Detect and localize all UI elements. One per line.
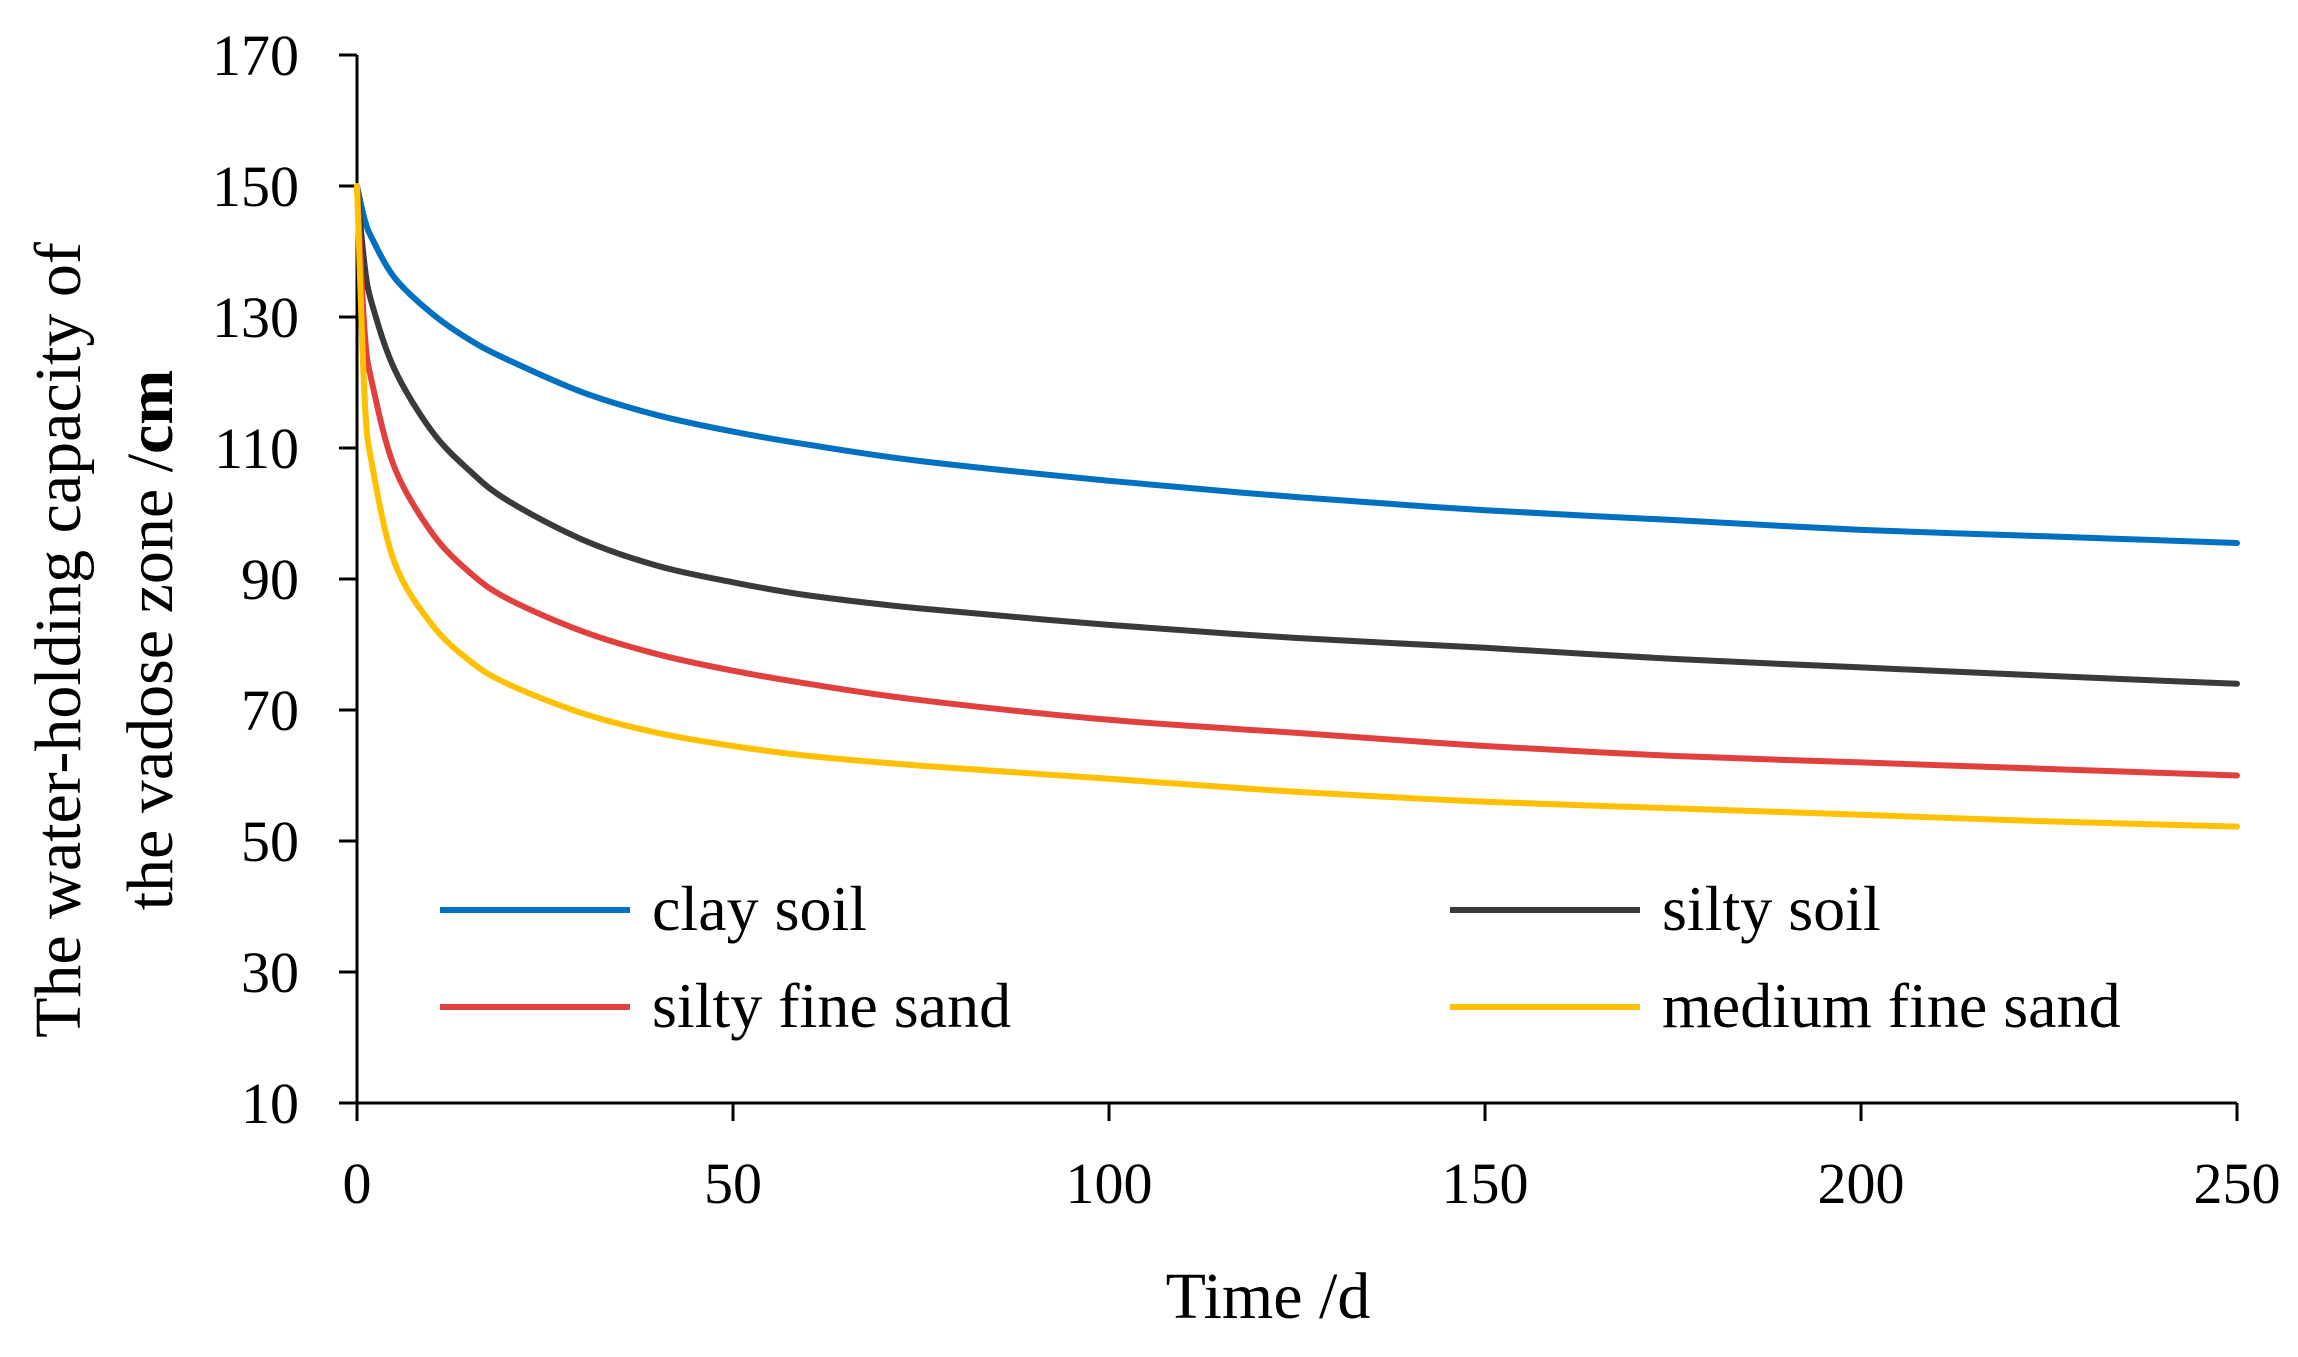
legend-label-medium-fine-sand: medium fine sand bbox=[1662, 970, 2121, 1041]
series-line-silty-fine-sand bbox=[354, 183, 2240, 779]
y-tick-label: 170 bbox=[212, 23, 299, 88]
y-tick-label: 50 bbox=[241, 809, 299, 874]
x-tick-label: 100 bbox=[1066, 1151, 1153, 1216]
y-axis-title-line-1: The water-holding capacity of bbox=[22, 242, 95, 1038]
x-axis-title: Time /d bbox=[1166, 1260, 1371, 1333]
y-tick-label: 150 bbox=[212, 154, 299, 219]
y-tick-label: 10 bbox=[241, 1071, 299, 1136]
y-tick-label: 110 bbox=[214, 416, 299, 481]
x-tick-label: 50 bbox=[704, 1151, 762, 1216]
y-tick-label: 90 bbox=[241, 547, 299, 612]
series-line-medium-fine-sand bbox=[354, 183, 2240, 830]
plot-layer bbox=[355, 55, 2237, 1105]
x-tick-label: 250 bbox=[2194, 1151, 2281, 1216]
legend-item-silty-fine-sand: silty fine sand bbox=[440, 970, 1011, 1041]
y-tick-label: 130 bbox=[212, 285, 299, 350]
legend-item-clay-soil: clay soil bbox=[440, 873, 867, 944]
series-line-clay-soil bbox=[354, 183, 2240, 546]
y-tick-label: 30 bbox=[241, 940, 299, 1005]
legend-label-silty-soil: silty soil bbox=[1662, 873, 1881, 944]
y-axis-title-line-2-text: the vadose zone / bbox=[114, 453, 187, 910]
x-tick-label: 200 bbox=[1818, 1151, 1905, 1216]
y-axis-title-line-2: the vadose zone /cm bbox=[114, 370, 187, 911]
series-layer bbox=[354, 183, 2240, 830]
y-axis-unit: cm bbox=[114, 370, 187, 454]
series-line-silty-soil bbox=[354, 183, 2240, 687]
ticks-layer: 10 30 50 70 90 110 130 150 170 0 50 100 150 200 250 bbox=[212, 23, 2281, 1216]
y-axis-title: The water-holding capacity of the vadose… bbox=[22, 242, 187, 1038]
x-tick-label: 150 bbox=[1442, 1151, 1529, 1216]
x-tick-label: 0 bbox=[343, 1151, 372, 1216]
legend: clay soil silty soil silty fine sand medium… bbox=[440, 873, 2121, 1041]
legend-item-medium-fine-sand: medium fine sand bbox=[1450, 970, 2121, 1041]
legend-label-clay-soil: clay soil bbox=[652, 873, 867, 944]
legend-label-silty-fine-sand: silty fine sand bbox=[652, 970, 1011, 1041]
legend-item-silty-soil: silty soil bbox=[1450, 873, 1881, 944]
y-tick-label: 70 bbox=[241, 678, 299, 743]
